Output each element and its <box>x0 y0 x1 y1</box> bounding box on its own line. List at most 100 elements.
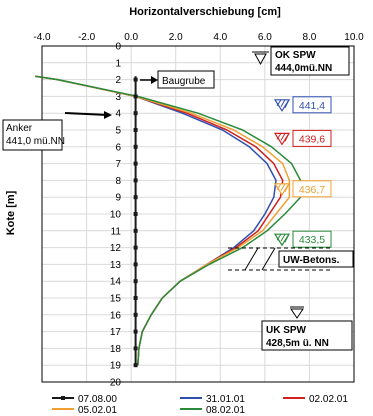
y-tick-label: 18 <box>110 344 122 355</box>
series-point <box>133 161 138 166</box>
level-tag: 436,7 <box>273 180 332 198</box>
level-tags: 441,4 439,6 436,7 433,5 <box>273 96 332 248</box>
level-symbol-hatch <box>276 233 282 241</box>
x-tick-label: -4.0 <box>33 32 51 43</box>
legend-label: 05.02.01 <box>78 405 117 416</box>
anker-arrowhead <box>104 111 112 119</box>
series-point <box>133 195 138 200</box>
series-point <box>133 144 138 149</box>
y-tick-label: 8 <box>115 176 121 187</box>
series-point <box>133 228 138 233</box>
uw-hatch <box>261 247 276 271</box>
x-tick-label: 0.0 <box>124 32 138 43</box>
level-symbol-hatch <box>284 99 290 109</box>
level-label: 433,5 <box>299 234 325 246</box>
ok-label: OK SPW <box>275 50 316 61</box>
ok-box <box>270 46 350 76</box>
series-line-08.02.01 <box>35 75 302 366</box>
level-symbol-hatch <box>284 233 290 243</box>
legend-label: 02.02.01 <box>309 394 348 405</box>
y-axis-label: Kote [m] <box>5 190 17 235</box>
legend-label: 31.01.01 <box>206 394 245 405</box>
legend-item: 31.01.01 <box>180 394 245 405</box>
level-symbol-hatch <box>284 183 290 193</box>
level-label: 441,4 <box>299 100 325 112</box>
y-tick-label: 16 <box>110 310 122 321</box>
uw-hatch <box>244 247 259 271</box>
y-tick-label: 2 <box>115 75 121 86</box>
uk-level-symbol <box>290 308 304 319</box>
y-tick-label: 4 <box>115 109 121 120</box>
y-tick-label: 10 <box>110 210 122 221</box>
level-box <box>292 230 332 248</box>
uk-elevation: 428,5m ü. NN <box>266 338 329 349</box>
series-point <box>133 128 138 132</box>
series-point <box>133 245 138 250</box>
y-tick-label: 14 <box>110 277 122 288</box>
baugrube-box <box>157 70 215 89</box>
legend-item: 08.02.01 <box>180 405 245 416</box>
y-tick-label: 7 <box>115 159 121 170</box>
uw-betons-label: UW-Betons. <box>283 255 340 266</box>
y-tick-label: 0 <box>115 42 121 53</box>
ok-elevation: 444,0mü.NN <box>275 63 332 74</box>
level-symbol-hatch <box>276 99 282 107</box>
uk-label: UK SPW <box>266 325 307 336</box>
x-tick-label: 2.0 <box>169 32 183 43</box>
y-tick-label: 11 <box>111 226 122 237</box>
level-label: 439,6 <box>299 133 325 145</box>
x-tick-label: 6.0 <box>258 32 272 43</box>
series-point <box>133 329 138 334</box>
series-point <box>133 279 138 284</box>
level-symbol-hatch <box>276 133 282 140</box>
level-symbol-hatch <box>280 133 286 141</box>
series-point <box>133 312 138 317</box>
y-tick-label: 19 <box>110 361 122 372</box>
anker-arrow <box>64 112 109 116</box>
y-tick-label: 13 <box>110 260 122 271</box>
series-point <box>133 346 138 351</box>
legend-label: 07.08.00 <box>78 394 117 405</box>
uw-box <box>278 250 354 268</box>
y-tick-label: 20 <box>110 378 122 389</box>
level-label: 436,7 <box>299 184 325 196</box>
level-box <box>292 96 332 114</box>
anker-elevation: 441,0 mü.NN <box>6 136 65 147</box>
level-tag: 441,4 <box>273 96 332 114</box>
series-point <box>133 111 138 116</box>
level-symbol-hatch <box>280 99 286 108</box>
series-layer <box>35 75 302 368</box>
level-box <box>292 129 332 147</box>
x-tick-label: 4.0 <box>213 32 227 43</box>
baugrube-label: Baugrube <box>162 76 206 87</box>
anker-box <box>2 119 63 151</box>
level-tag: 433,5 <box>273 230 332 248</box>
level-symbol-hatch <box>284 133 290 142</box>
baugrube-arrowhead <box>151 76 158 84</box>
ok-level-symbol <box>254 53 267 66</box>
series-point <box>133 178 138 183</box>
y-tick-label: 5 <box>115 126 121 137</box>
legend-marker <box>61 396 65 400</box>
legend-item: 05.02.01 <box>52 405 117 416</box>
anker-label: Anker <box>6 123 33 134</box>
legend-item: 02.02.01 <box>283 394 348 405</box>
level-symbol-hatch <box>276 183 282 191</box>
uk-box <box>261 320 353 351</box>
x-tick-label: -2.0 <box>78 32 96 43</box>
y-tick-label: 6 <box>115 142 121 153</box>
x-tick-label: 8.0 <box>302 32 316 43</box>
x-tick-labels: -4.0 -2.0 0.0 2.0 4.0 6.0 8.0 10.0 <box>33 32 364 43</box>
series-point <box>133 94 138 99</box>
y-tick-label: 12 <box>110 243 122 254</box>
x-tick-label: 10.0 <box>344 32 364 43</box>
y-tick-label: 3 <box>115 92 121 103</box>
series-point <box>133 363 138 368</box>
series-point <box>133 77 138 82</box>
level-symbol-hatch <box>280 183 286 192</box>
chart-title: Horizontalverschiebung [cm] <box>129 6 281 18</box>
y-tick-label: 15 <box>110 294 122 305</box>
legend-item: 07.08.00 <box>52 394 117 405</box>
